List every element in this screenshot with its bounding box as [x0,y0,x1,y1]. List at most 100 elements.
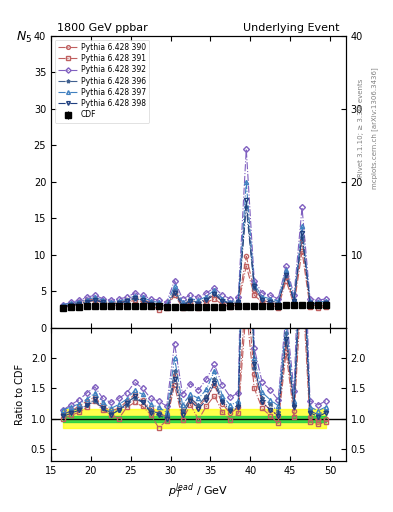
Pythia 6.428 397 [212,287,217,293]
Pythia 6.428 398 [156,302,161,308]
Pythia 6.428 392 [101,296,105,302]
Pythia 6.428 391 [236,302,241,308]
Pythia 6.428 396 [108,301,113,307]
Pythia 6.428 391 [180,305,185,311]
Pythia 6.428 392 [260,290,264,296]
Text: 1800 GeV ppbar: 1800 GeV ppbar [57,23,148,33]
Pythia 6.428 391 [164,305,169,311]
Pythia 6.428 397 [260,293,264,300]
Pythia 6.428 392 [268,292,272,298]
Pythia 6.428 398 [172,290,177,296]
Pythia 6.428 396 [148,300,153,306]
Pythia 6.428 392 [308,296,312,302]
Pythia 6.428 391 [156,307,161,313]
Pythia 6.428 391 [212,296,217,302]
Pythia 6.428 396 [172,287,177,293]
Pythia 6.428 390 [268,300,272,306]
Pythia 6.428 397 [308,298,312,304]
Pythia 6.428 390 [116,300,121,306]
Pythia 6.428 390 [236,300,241,306]
Pythia 6.428 398 [268,300,272,306]
Pythia 6.428 398 [212,291,217,297]
Pythia 6.428 397 [284,266,288,272]
Pythia 6.428 398 [252,283,257,289]
Pythia 6.428 390 [228,302,233,308]
Pythia 6.428 396 [268,297,272,303]
Pythia 6.428 396 [236,298,241,305]
Pythia 6.428 397 [125,296,129,303]
Pythia 6.428 396 [196,300,201,306]
Pythia 6.428 398 [116,300,121,306]
Pythia 6.428 396 [308,300,312,306]
Pythia 6.428 390 [69,302,73,308]
Pythia 6.428 391 [172,292,177,298]
Pythia 6.428 396 [276,300,281,306]
Text: mcplots.cern.ch [arXiv:1306.3436]: mcplots.cern.ch [arXiv:1306.3436] [371,67,378,189]
Pythia 6.428 392 [188,292,193,298]
Pythia 6.428 398 [61,304,65,310]
Pythia 6.428 396 [228,300,233,306]
Pythia 6.428 391 [228,304,233,310]
Pythia 6.428 390 [284,274,288,280]
Pythia 6.428 396 [61,303,65,309]
Pythia 6.428 391 [292,302,296,308]
Pythia 6.428 396 [323,300,328,306]
Pythia 6.428 398 [92,296,97,303]
Pythia 6.428 390 [140,296,145,303]
Pythia 6.428 390 [212,292,217,298]
Pythia 6.428 397 [323,298,328,304]
Pythia 6.428 397 [132,293,137,299]
Pythia 6.428 397 [164,302,169,308]
Line: Pythia 6.428 391: Pythia 6.428 391 [61,249,328,312]
Pythia 6.428 398 [292,298,296,304]
Pythia 6.428 397 [92,294,97,301]
Pythia 6.428 397 [292,296,296,302]
Pythia 6.428 396 [69,302,73,308]
Pythia 6.428 397 [69,300,73,306]
Pythia 6.428 392 [84,294,89,301]
Pythia 6.428 392 [228,296,233,302]
Pythia 6.428 392 [323,296,328,302]
Pythia 6.428 390 [276,302,281,308]
Pythia 6.428 397 [276,298,281,304]
Pythia 6.428 391 [132,297,137,303]
Pythia 6.428 390 [164,303,169,309]
Pythia 6.428 391 [77,302,81,308]
Pythia 6.428 396 [140,297,145,303]
Pythia 6.428 391 [196,305,201,311]
Pythia 6.428 391 [300,248,305,254]
Pythia 6.428 396 [77,300,81,306]
Pythia 6.428 390 [188,297,193,303]
Pythia 6.428 391 [204,300,209,306]
Pythia 6.428 392 [300,204,305,210]
Pythia 6.428 398 [69,302,73,308]
Pythia 6.428 392 [156,297,161,303]
Pythia 6.428 391 [244,263,249,269]
Line: Pythia 6.428 398: Pythia 6.428 398 [61,198,328,309]
Pythia 6.428 396 [101,300,105,306]
Pythia 6.428 398 [220,298,225,304]
Pythia 6.428 398 [244,197,249,203]
Pythia 6.428 390 [92,296,97,302]
Pythia 6.428 392 [132,290,137,296]
Pythia 6.428 398 [164,304,169,310]
Pythia 6.428 392 [252,278,257,284]
Text: Rivet 3.1.10; ≥ 3.3M events: Rivet 3.1.10; ≥ 3.3M events [358,79,364,177]
Pythia 6.428 391 [276,305,281,311]
Pythia 6.428 391 [61,305,65,311]
Pythia 6.428 392 [244,146,249,152]
Pythia 6.428 398 [260,297,264,303]
Pythia 6.428 397 [108,300,113,306]
Pythia 6.428 398 [180,303,185,309]
Pythia 6.428 396 [132,296,137,302]
Pythia 6.428 390 [204,296,209,303]
Pythia 6.428 392 [284,263,288,269]
Pythia 6.428 397 [148,298,153,304]
Pythia 6.428 391 [323,304,328,310]
Pythia 6.428 398 [148,301,153,307]
Pythia 6.428 390 [61,303,65,309]
Pythia 6.428 397 [84,296,89,303]
Pythia 6.428 398 [228,301,233,307]
Pythia 6.428 391 [148,302,153,308]
Pythia 6.428 396 [300,233,305,240]
